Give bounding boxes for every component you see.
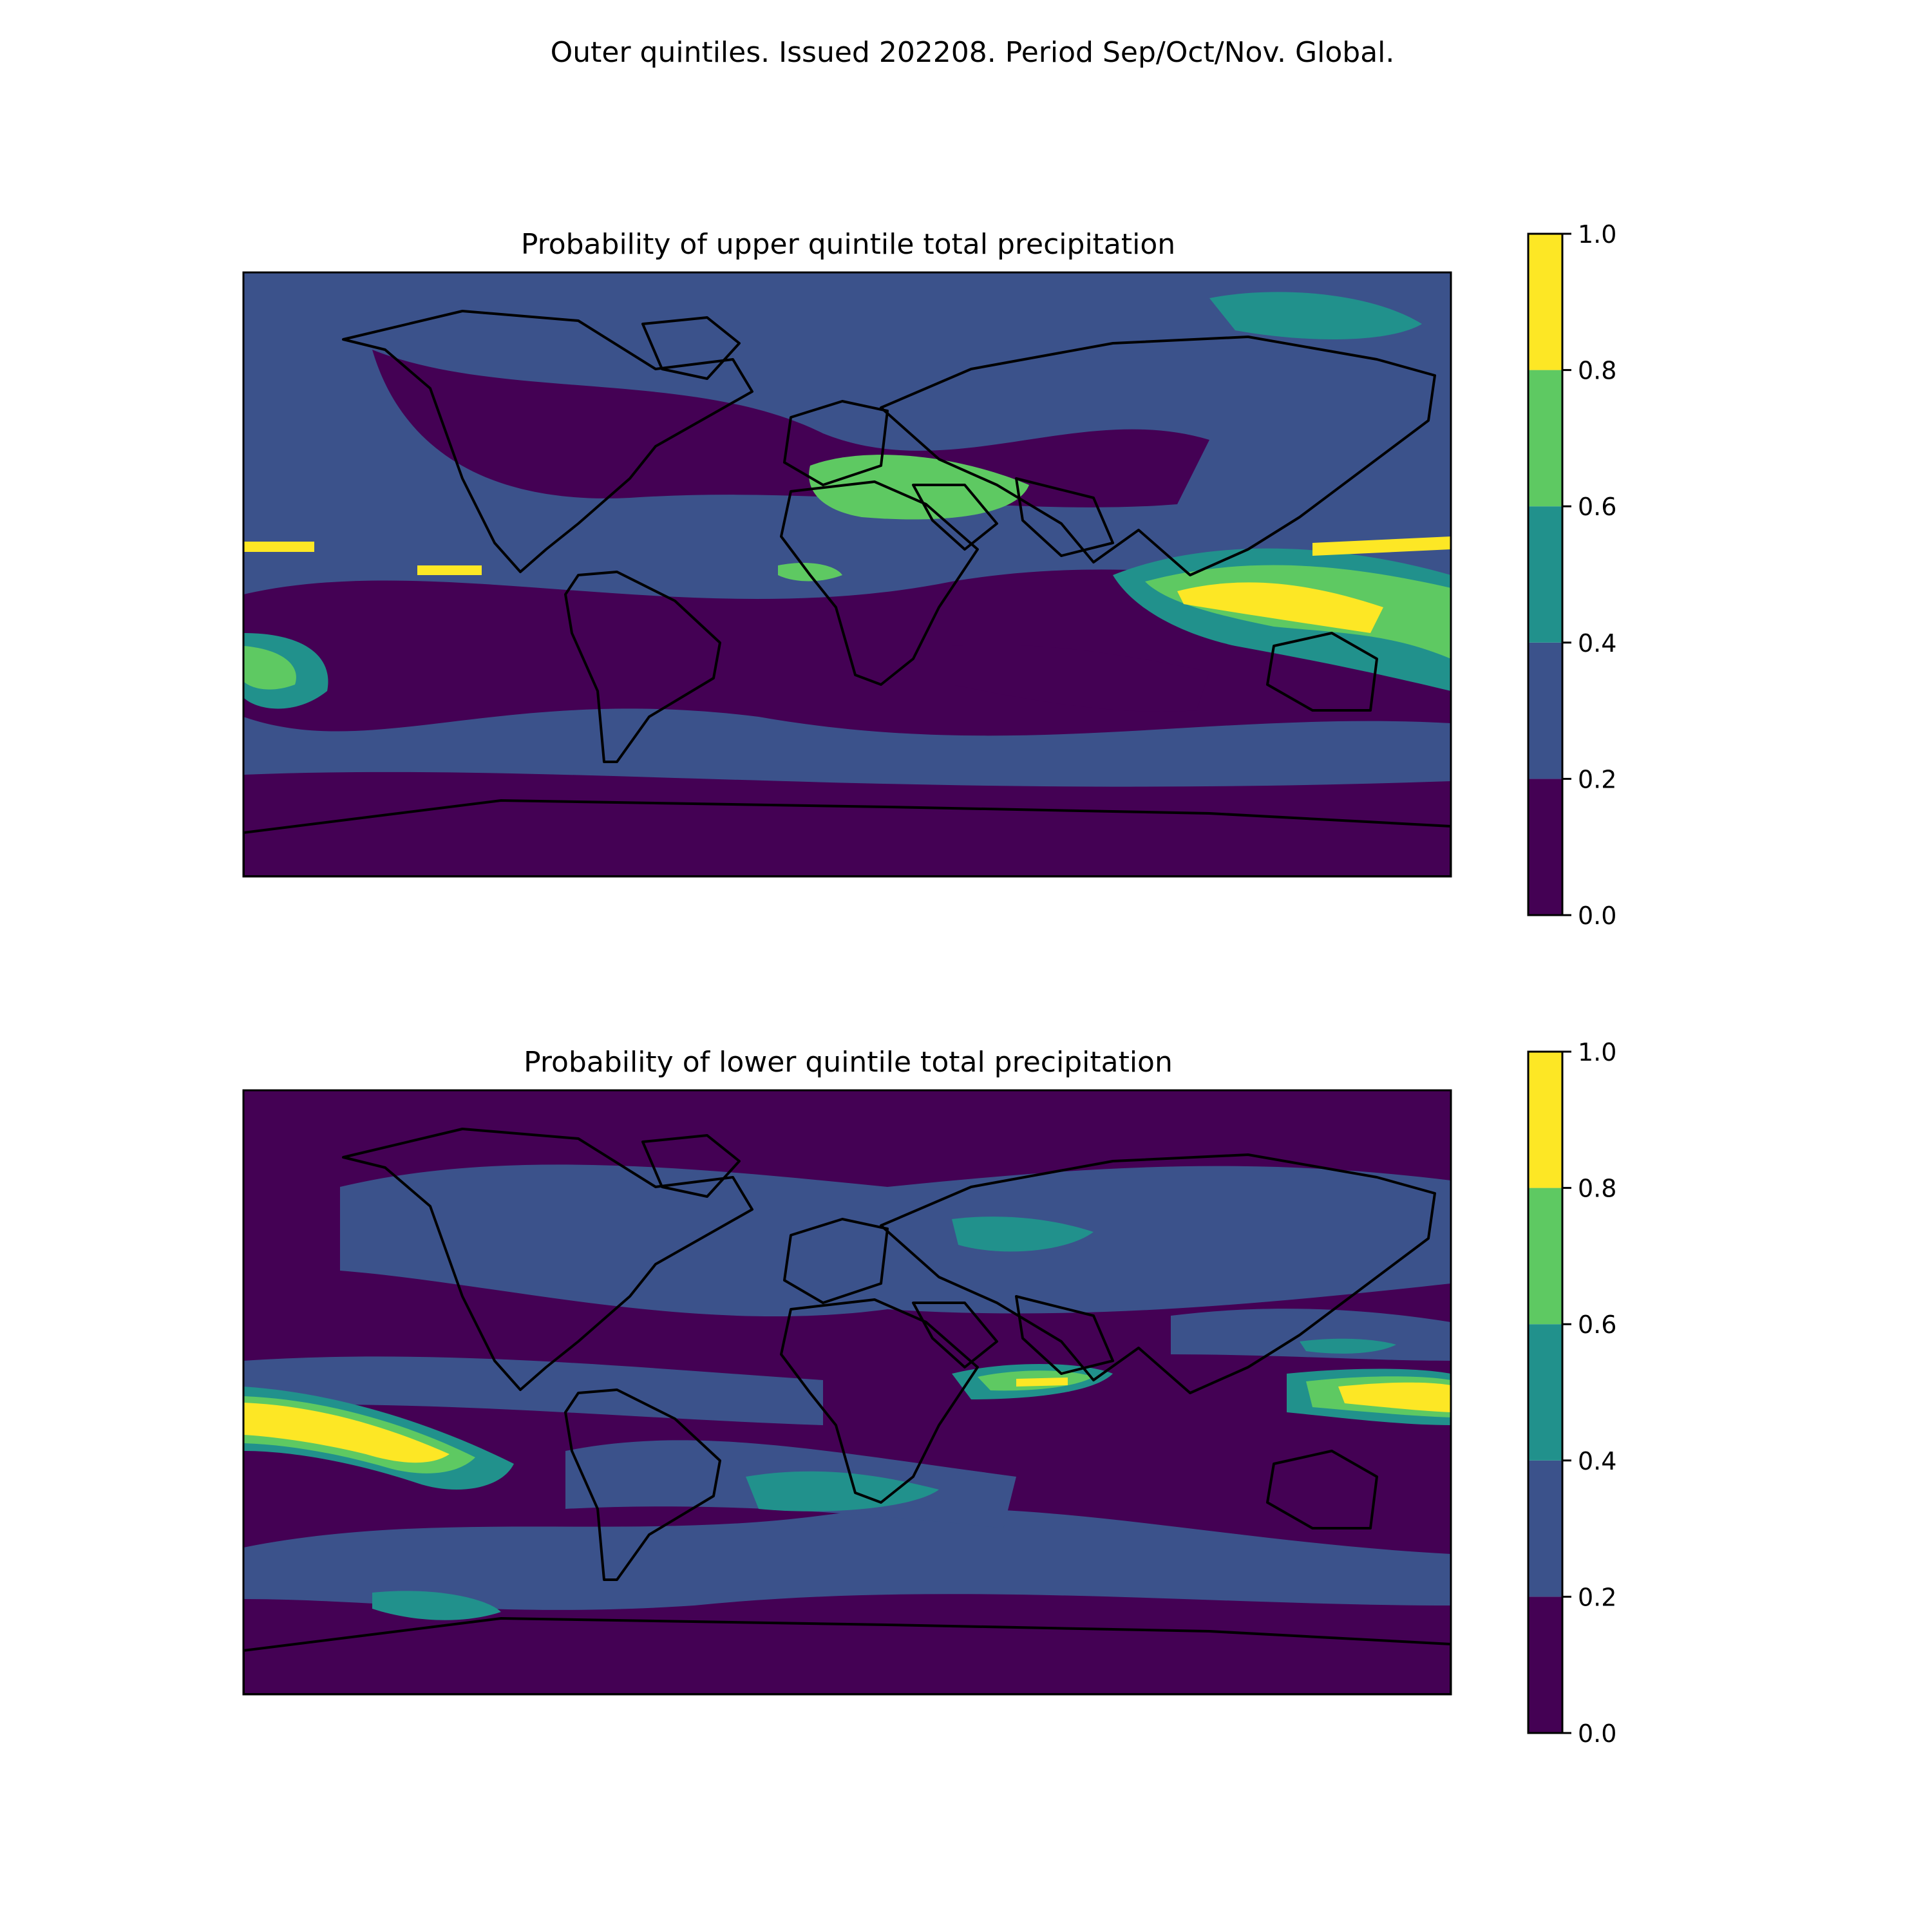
lower-map-frame xyxy=(242,1089,1452,1696)
lower-colorbar-tick-label: 0.8 xyxy=(1578,1175,1616,1203)
upper-colorbar-tick-label: 0.4 xyxy=(1578,629,1616,658)
lower-colorbar-tick-label: 0.2 xyxy=(1578,1583,1616,1611)
upper-quintile-panel: Probability of upper quintile total prec… xyxy=(242,220,1616,930)
figure-suptitle: Outer quintiles. Issued 202208. Period S… xyxy=(551,36,1395,69)
lower-map-area xyxy=(242,1089,1452,1696)
upper-colorbar-segment xyxy=(1528,234,1562,370)
upper-colorbar: 0.0 0.2 0.4 0.6 0.8 1.0 xyxy=(1527,220,1616,930)
lower-colorbar-segment xyxy=(1528,1324,1562,1461)
upper-colorbar-tick-label: 0.8 xyxy=(1578,357,1616,385)
upper-colorbar-segment xyxy=(1528,779,1562,915)
upper-colorbar-tick-label: 1.0 xyxy=(1578,220,1616,249)
lower-quintile-panel: Probability of lower quintile total prec… xyxy=(242,1038,1616,1748)
upper-colorbar-frame xyxy=(1527,232,1564,916)
upper-map-title: Probability of upper quintile total prec… xyxy=(521,228,1175,261)
lower-colorbar-tick-label: 0.0 xyxy=(1578,1719,1616,1748)
lower-colorbar-frame xyxy=(1527,1050,1564,1734)
lower-colorbar-tick-label: 0.6 xyxy=(1578,1311,1616,1339)
upper-colorbar-segment xyxy=(1528,506,1562,643)
upper-map-frame xyxy=(242,271,1452,878)
upper-colorbar-tick-label: 0.0 xyxy=(1578,902,1616,930)
lower-colorbar-tick-label: 1.0 xyxy=(1578,1038,1616,1066)
lower-colorbar: 0.0 0.2 0.4 0.6 0.8 1.0 xyxy=(1527,1038,1616,1748)
upper-colorbar-tick-label: 0.2 xyxy=(1578,765,1616,793)
lower-colorbar-segment xyxy=(1528,1596,1562,1733)
upper-colorbar-segment xyxy=(1528,642,1562,779)
upper-colorbar-segment xyxy=(1528,370,1562,507)
lower-colorbar-tick-label: 0.4 xyxy=(1578,1447,1616,1475)
lower-colorbar-segment xyxy=(1528,1052,1562,1188)
lower-map-title: Probability of lower quintile total prec… xyxy=(524,1046,1173,1079)
lower-colorbar-segment xyxy=(1528,1460,1562,1597)
lower-colorbar-segment xyxy=(1528,1188,1562,1325)
upper-colorbar-tick-label: 0.6 xyxy=(1578,493,1616,521)
upper-map-area xyxy=(242,271,1452,878)
lower-map-fields xyxy=(243,1164,1451,1620)
upper-map-fields xyxy=(243,292,1451,876)
